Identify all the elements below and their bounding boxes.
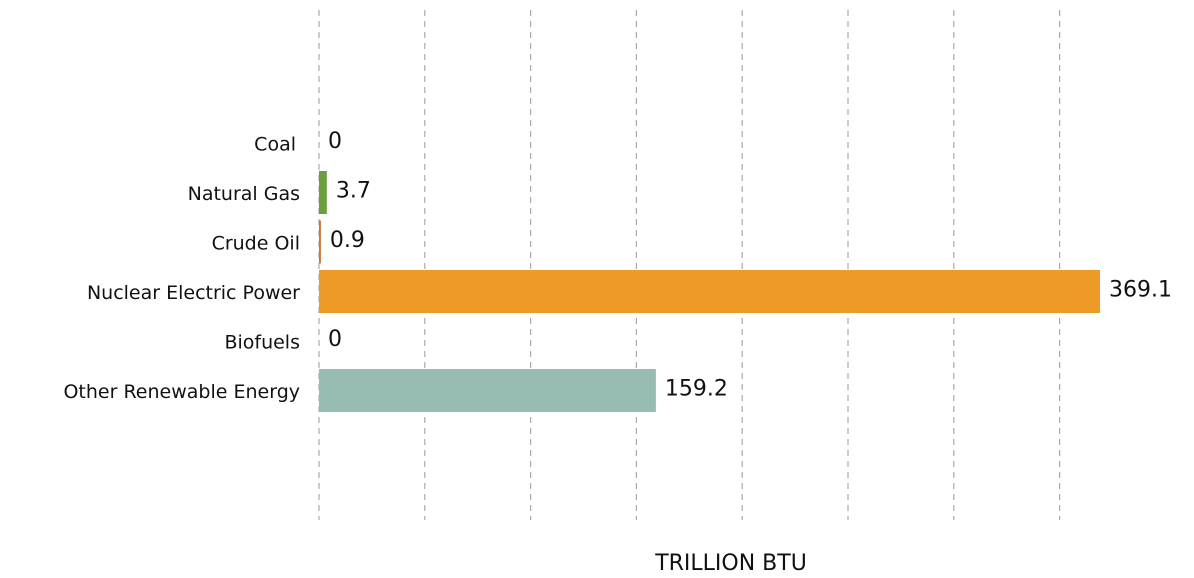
- bar: [319, 171, 327, 214]
- y-tick-label: Nuclear Electric Power: [87, 282, 300, 304]
- value-label: 369.1: [1109, 278, 1172, 303]
- value-label: 0.9: [330, 228, 365, 253]
- value-label: 3.7: [336, 179, 371, 204]
- y-tick-label: Other Renewable Energy: [63, 381, 300, 403]
- value-label: 0: [328, 129, 342, 154]
- value-label: 159.2: [665, 377, 728, 402]
- value-label: 0: [328, 327, 342, 352]
- y-tick-label: Biofuels: [224, 332, 300, 354]
- y-tick-label: Natural Gas: [188, 183, 300, 205]
- bar: [319, 369, 656, 412]
- y-tick-label: Coal: [254, 134, 296, 156]
- x-axis-label: TRILLION BTU: [654, 551, 807, 576]
- bar: [319, 270, 1101, 313]
- y-tick-label: Crude Oil: [212, 233, 300, 255]
- bar: [319, 220, 321, 264]
